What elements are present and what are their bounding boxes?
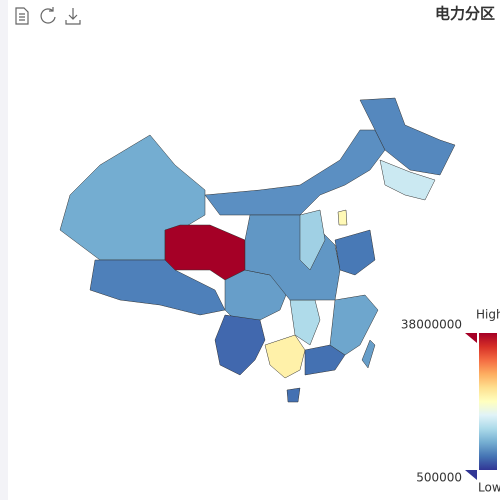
visual-map-high: High: [476, 308, 500, 322]
visual-map-bar[interactable]: [479, 333, 497, 470]
visual-map-handle[interactable]: [465, 333, 477, 343]
visual-map-min: 500000: [416, 471, 462, 485]
restore-icon[interactable]: [40, 7, 56, 24]
visual-map-handle[interactable]: [465, 470, 477, 480]
visual-map-max: 38000000: [401, 318, 462, 332]
region[interactable]: [359, 97, 456, 176]
region[interactable]: [334, 229, 376, 276]
region[interactable]: [361, 339, 376, 369]
save-icon[interactable]: [65, 8, 81, 25]
region[interactable]: [337, 209, 348, 226]
visual-map-low: Low: [478, 481, 500, 495]
data-view-icon[interactable]: [15, 7, 29, 25]
chart-title: 电力分区: [435, 5, 495, 23]
region[interactable]: [379, 159, 436, 201]
region[interactable]: [214, 314, 266, 376]
region[interactable]: [264, 334, 306, 379]
region[interactable]: [299, 209, 326, 271]
toolbox[interactable]: [15, 7, 81, 25]
region[interactable]: [304, 344, 346, 376]
region[interactable]: [204, 129, 386, 216]
region[interactable]: [329, 294, 379, 356]
side-strip: [0, 0, 8, 500]
region[interactable]: [286, 387, 301, 403]
